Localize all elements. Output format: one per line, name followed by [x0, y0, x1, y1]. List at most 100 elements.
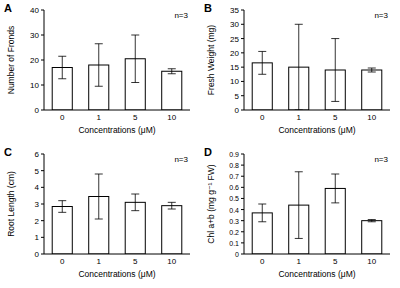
error-bar [168, 69, 176, 74]
y-tick [241, 198, 244, 199]
marks [252, 24, 382, 110]
error-bar [258, 204, 266, 222]
x-tick-label: 10 [367, 257, 376, 266]
error-bar [131, 194, 139, 211]
y-tick [241, 95, 244, 96]
annotation: n=3 [174, 155, 188, 164]
error-bar [58, 201, 66, 213]
y-tick [241, 254, 244, 255]
x-axis [244, 110, 390, 111]
y-axis [244, 10, 245, 110]
y-tick-label: 0.7 [229, 173, 239, 180]
bar [162, 71, 182, 110]
error-bar [331, 174, 339, 203]
y-tick-label: 30 [30, 31, 39, 40]
y-tick-label: 10 [30, 81, 39, 90]
x-tick-label: 5 [333, 257, 338, 266]
marks [252, 172, 382, 254]
y-tick [241, 242, 244, 243]
y-axis-label: Root Length (cm) [6, 171, 16, 237]
x-tick-label: 0 [260, 113, 265, 122]
panel: C012345601510Concentrations (μM)Root Len… [4, 146, 190, 279]
panel-label: B [204, 2, 212, 14]
y-tick-label: 15 [230, 63, 239, 72]
y-tick-label: 0.2 [229, 229, 239, 236]
y-axis-label: Chl a+b (mg g⁻¹ FW) [206, 164, 216, 244]
marks [52, 35, 182, 110]
y-tick-label: 3 [35, 200, 40, 209]
error-bar [168, 202, 176, 209]
panel: A01020304001510Concentrations (μM)Number… [4, 2, 190, 135]
x-tick-label: 0 [260, 257, 265, 266]
y-tick [41, 110, 44, 111]
y-tick-label: 0.6 [229, 184, 239, 191]
y-tick-label: 2 [35, 217, 40, 226]
panel-label: C [4, 146, 12, 158]
error-bar [58, 56, 66, 79]
y-tick [41, 60, 44, 61]
y-tick [41, 204, 44, 205]
x-tick-label: 10 [367, 113, 376, 122]
x-tick-label: 10 [167, 113, 176, 122]
y-tick [241, 81, 244, 82]
y-tick [241, 165, 244, 166]
page: {"chart_data": [ {"type": "bar", "title"… [0, 0, 400, 288]
x-tick-label: 10 [167, 257, 176, 266]
error-bar [131, 35, 139, 83]
y-tick-label: 30 [230, 20, 239, 29]
y-tick [241, 231, 244, 232]
y-tick [41, 10, 44, 11]
y-tick-label: 10 [230, 77, 239, 86]
x-tick-label: 5 [133, 113, 138, 122]
x-axis-label: Concentrations (μM) [278, 269, 355, 279]
y-tick-label: 5 [35, 167, 40, 176]
y-tick [241, 176, 244, 177]
y-tick-label: 5 [235, 92, 240, 101]
bar [52, 207, 72, 255]
y-tick [241, 154, 244, 155]
y-tick-label: 0.3 [229, 218, 239, 225]
panel-label: A [4, 2, 12, 14]
y-axis-label: Fresh Weight (mg) [206, 25, 216, 95]
panel: D00.10.20.30.40.50.60.70.80.901510Concen… [204, 146, 390, 279]
x-axis [44, 110, 190, 111]
y-tick-label: 0.8 [229, 162, 239, 169]
x-tick-label: 5 [333, 113, 338, 122]
annotation: n=3 [174, 11, 188, 20]
y-tick-label: 25 [230, 35, 239, 44]
y-tick [41, 187, 44, 188]
x-tick-label: 1 [297, 113, 302, 122]
y-tick [41, 170, 44, 171]
annotation: n=3 [374, 11, 388, 20]
error-bar [295, 24, 303, 110]
y-tick [241, 220, 244, 221]
error-bar [331, 39, 339, 102]
y-tick [241, 110, 244, 111]
y-tick-label: 0.1 [229, 240, 239, 247]
y-tick-label: 0 [235, 251, 239, 258]
y-tick [241, 52, 244, 53]
y-tick [41, 220, 44, 221]
x-tick-label: 0 [60, 257, 65, 266]
x-axis [244, 254, 390, 255]
error-bar [368, 220, 376, 222]
y-tick-label: 4 [35, 183, 40, 192]
panel: B0510152025303501510Concentrations (μM)F… [204, 2, 390, 135]
x-tick-label: 1 [97, 257, 102, 266]
error-bar [95, 44, 103, 87]
y-tick-label: 6 [35, 150, 40, 159]
y-tick [241, 187, 244, 188]
y-tick [241, 67, 244, 68]
y-tick-label: 0 [35, 106, 40, 115]
bar [362, 70, 382, 110]
panel-label: D [204, 146, 212, 158]
y-tick [241, 24, 244, 25]
y-tick [241, 10, 244, 11]
y-tick-label: 35 [230, 6, 239, 15]
y-tick-label: 20 [230, 49, 239, 58]
x-axis-label: Concentrations (μM) [78, 125, 155, 135]
y-tick-label: 0 [35, 250, 40, 259]
y-tick [41, 237, 44, 238]
error-bar [368, 68, 376, 72]
x-tick-label: 1 [297, 257, 302, 266]
